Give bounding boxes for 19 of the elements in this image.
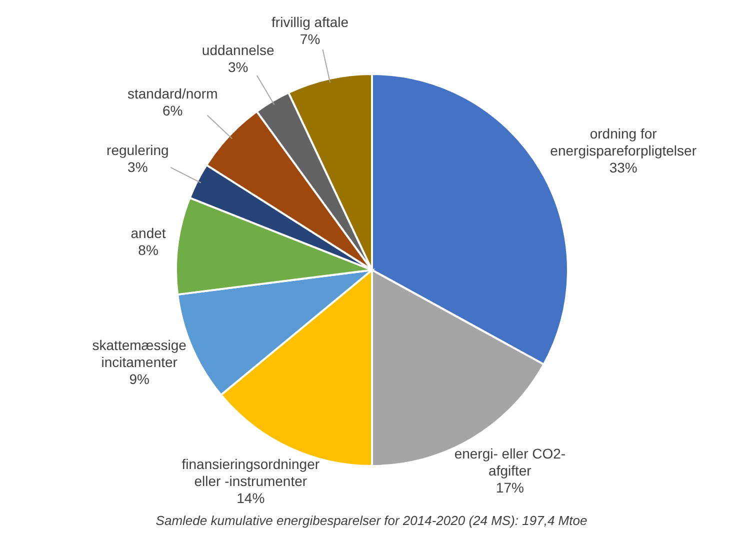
data-label: 8% [138,242,158,258]
data-label: 3% [228,59,248,76]
slice-label: finansieringsordninger eller -instrumenter [182,456,320,489]
slice-label: ordning for energispareforpligtelser [550,126,697,159]
data-label: 33% [609,160,638,176]
slice-label: energi- eller CO2-afgifter [454,445,566,478]
slice-label: skattemæssige incitamenter [92,337,187,370]
slice-label: regulering [106,142,169,158]
data-label: 14% [236,490,265,506]
data-label: 9% [129,371,150,388]
slice-label: andet [130,224,166,241]
data-label: 6% [162,102,183,118]
slice-label: frivillig aftale [272,14,349,30]
data-label: 17% [496,479,524,496]
data-label: 7% [300,30,320,47]
text: Samlede kumulative energibesparelser for 2014-2020 (24 MS): 197,4 Mtoe [156,513,588,528]
slice-label: standard/norm [127,85,218,102]
slice-label: uddannelse [202,42,275,58]
data-label: 3% [128,158,148,175]
